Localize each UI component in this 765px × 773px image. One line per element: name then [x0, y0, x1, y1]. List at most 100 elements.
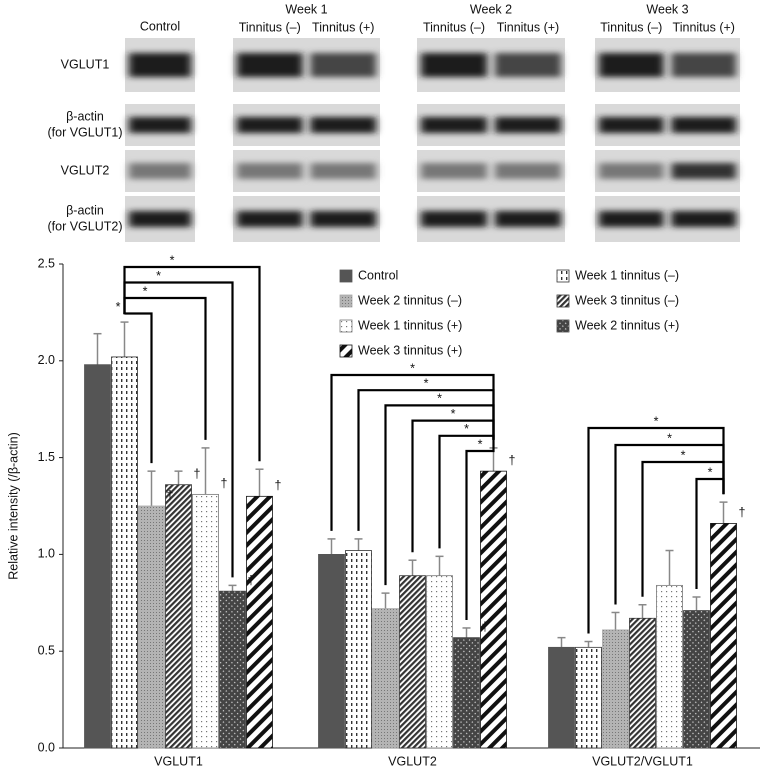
- significance-star: *: [116, 300, 121, 314]
- significance-dagger: †: [509, 453, 516, 467]
- lane-label: Tinnitus (–): [600, 20, 662, 34]
- significance-star: *: [143, 284, 148, 298]
- lane-label: Tinnitus (+): [673, 20, 735, 34]
- bar: [246, 495, 273, 749]
- significance-dagger: †: [167, 488, 174, 502]
- significance-bracket: [330, 373, 495, 531]
- blot-band: [237, 117, 303, 133]
- row-label: VGLUT1: [61, 57, 110, 71]
- row-label: VGLUT2: [61, 163, 110, 177]
- bar-chart: 0.0 0.5 1.0 1.5 2.0 2.5 Relative intensity (/β…: [6, 253, 760, 768]
- legend-swatch: [556, 294, 570, 308]
- bar: [138, 505, 165, 749]
- bar: [426, 575, 453, 749]
- legend-swatch: [339, 294, 353, 308]
- blot-band: [237, 211, 303, 227]
- blot-band: [129, 211, 191, 227]
- lane-label: Tinnitus (–): [423, 20, 485, 34]
- x-tick-label: VGLUT2/VGLUT1: [592, 754, 693, 768]
- blot-band: [671, 163, 736, 179]
- blot-band: [495, 53, 561, 77]
- blot-band: [310, 117, 376, 133]
- blot-band: [495, 163, 561, 179]
- significance-star: *: [170, 253, 175, 267]
- significance-star: *: [410, 361, 415, 375]
- significance-star: *: [437, 392, 442, 406]
- y-tick-label: 1.0: [38, 547, 55, 561]
- blot-band: [421, 163, 487, 179]
- blot-band: [421, 53, 487, 77]
- bar: [345, 550, 372, 749]
- blot-band: [495, 117, 561, 133]
- y-tick-label: 0.0: [38, 740, 55, 754]
- blot-band: [599, 117, 664, 133]
- significance-star: *: [654, 414, 659, 428]
- bar: [372, 608, 399, 749]
- significance-star: *: [478, 437, 483, 451]
- x-tick-label: VGLUT1: [154, 754, 203, 768]
- y-tick-label: 1.5: [38, 450, 55, 464]
- bar: [399, 575, 426, 749]
- lane-label: Tinnitus (+): [312, 20, 374, 34]
- bar: [602, 629, 629, 749]
- legend-label: Week 3 tinnitus (+): [358, 343, 462, 357]
- lane-label: Tinnitus (+): [497, 20, 559, 34]
- significance-dagger: †: [194, 467, 201, 481]
- bar: [629, 617, 656, 749]
- bar: [480, 470, 507, 749]
- bar: [683, 610, 710, 749]
- significance-bracket: [587, 426, 725, 634]
- legend-label: Week 2 tinnitus (+): [575, 318, 679, 332]
- legend-swatch: [339, 344, 353, 358]
- blot-band: [421, 117, 487, 133]
- western-blot: Control Week 1 Tinnitus (–) Tinnitus (+) Wee…: [47, 2, 740, 242]
- blot-band: [671, 53, 736, 77]
- blot-band: [237, 163, 303, 179]
- row-label: (for VGLUT2): [47, 219, 122, 233]
- blot-band: [421, 211, 487, 227]
- blot-band: [129, 117, 191, 133]
- blot-band: [599, 211, 664, 227]
- row-label: β-actin: [66, 109, 104, 123]
- significance-dagger: †: [482, 620, 489, 634]
- legend-label: Week 1 tinnitus (+): [358, 318, 462, 332]
- bar: [710, 523, 737, 749]
- bar: [318, 554, 345, 749]
- group-label: Control: [140, 19, 180, 33]
- legend-swatch: [339, 269, 353, 283]
- significance-bracket: [123, 265, 261, 462]
- group-label: Week 3: [646, 2, 688, 16]
- bar: [84, 364, 111, 749]
- legend-label: Week 3 tinnitus (–): [575, 293, 679, 307]
- blot-band: [310, 53, 376, 77]
- significance-bracket: [357, 389, 495, 531]
- blot-band: [671, 211, 736, 227]
- bar: [192, 493, 219, 749]
- legend-swatch: [339, 319, 353, 333]
- bar: [219, 590, 246, 749]
- bar: [656, 584, 683, 749]
- legend-label: Week 1 tinnitus (–): [575, 268, 679, 282]
- significance-bracket: [465, 439, 495, 620]
- blot-band: [310, 163, 376, 179]
- significance-dagger: †: [221, 477, 228, 491]
- significance-star: *: [464, 422, 469, 436]
- significance-dagger: †: [739, 506, 746, 520]
- y-tick-label: 2.5: [38, 256, 55, 270]
- legend-swatch: [556, 319, 570, 333]
- bar: [165, 484, 192, 749]
- bar: [111, 356, 138, 749]
- bar: [453, 637, 480, 749]
- legend-label: Control: [358, 268, 398, 282]
- blot-band: [599, 163, 664, 179]
- blot-band: [671, 117, 736, 133]
- blot-band: [237, 53, 303, 77]
- row-label: β-actin: [66, 203, 104, 217]
- significance-star: *: [681, 448, 686, 462]
- blot-band: [599, 53, 664, 77]
- x-tick-label: VGLUT2: [388, 754, 437, 768]
- significance-star: *: [451, 407, 456, 421]
- bar: [548, 646, 575, 749]
- y-tick-label: 2.0: [38, 353, 55, 367]
